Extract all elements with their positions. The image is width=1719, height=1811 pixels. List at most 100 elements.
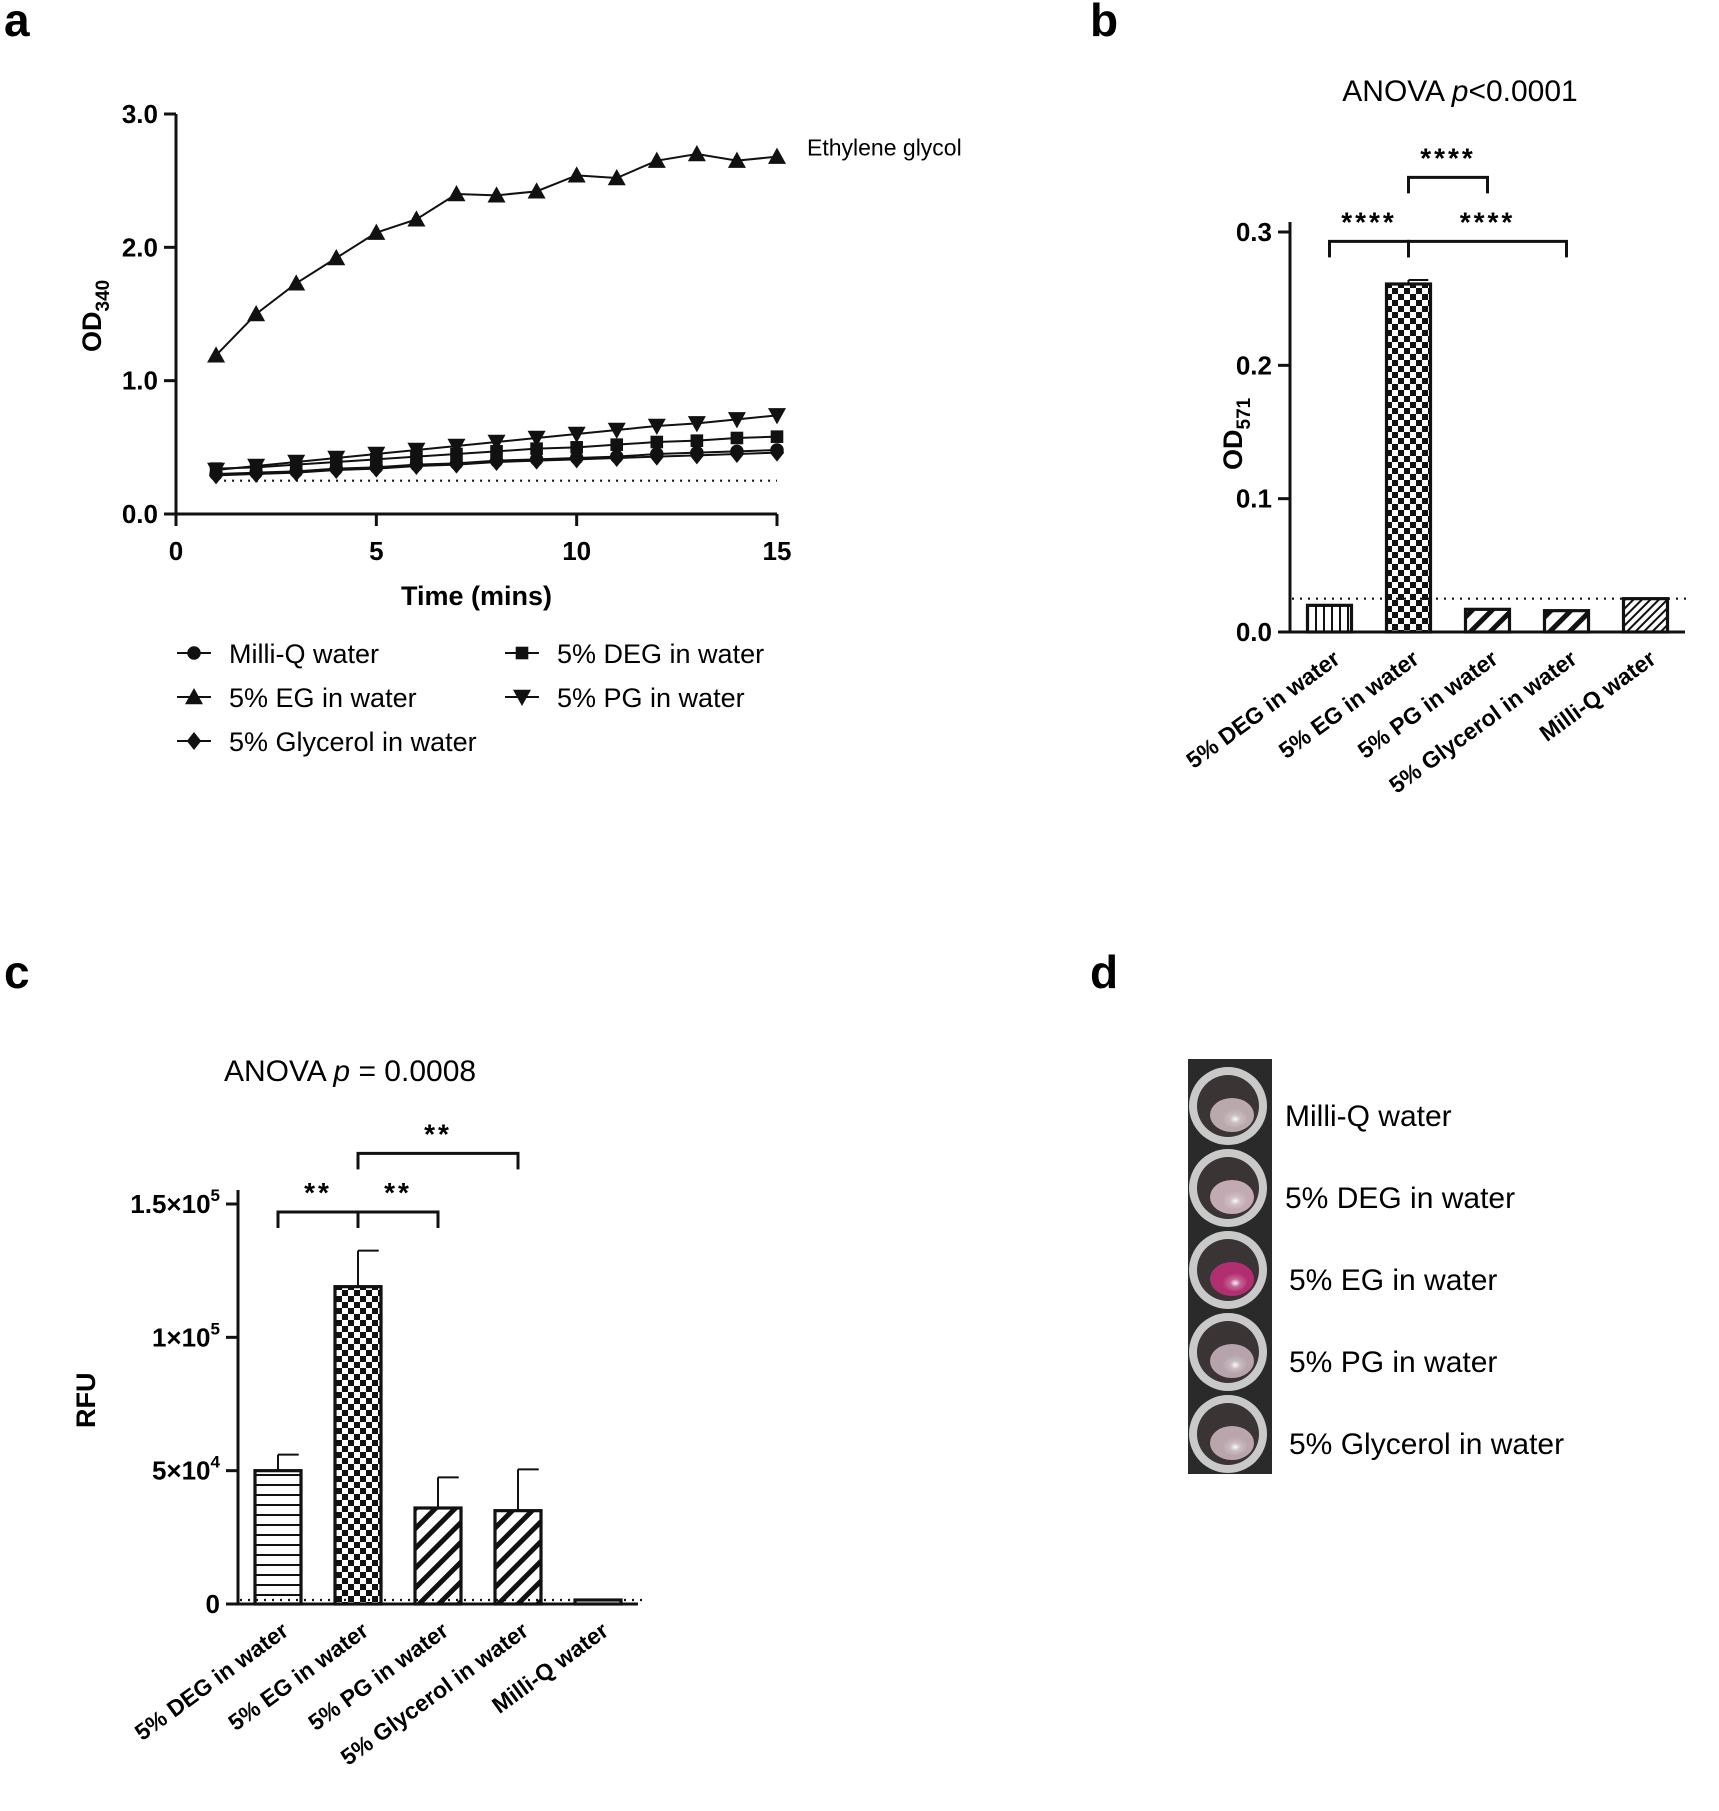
ethylene-glycol-annotation: Ethylene glycol: [807, 135, 962, 161]
well: [1189, 1231, 1267, 1309]
panel-letter-d: d: [1090, 946, 1118, 998]
legend-label: Milli-Q water: [229, 639, 379, 669]
bracket-line: [1328, 239, 1410, 258]
significance-stars: **: [304, 1177, 332, 1208]
bar-group: [333, 1249, 383, 1606]
y-axis-title: OD571: [1218, 397, 1255, 470]
panel-letter-a: a: [4, 0, 30, 46]
data-point-triangle-up: [607, 169, 626, 186]
data-point-square: [490, 445, 503, 458]
y-tick-label: 0.0: [122, 499, 158, 529]
data-point-diamond: [449, 455, 464, 474]
data-point-diamond: [369, 459, 384, 478]
data-point-square: [730, 431, 744, 445]
series-line: [215, 152, 778, 357]
data-point-triangle-down: [687, 416, 706, 433]
series-5-eg-in-water: [207, 145, 786, 363]
bar-group: [1621, 597, 1670, 634]
y-tick-label: 2.0: [122, 232, 158, 262]
well: [1189, 1395, 1267, 1473]
significance-bracket: ****: [1407, 206, 1568, 258]
bar-group: [1542, 609, 1591, 634]
bar-group: [413, 1476, 463, 1606]
x-tick-label: 10: [562, 536, 591, 566]
data-point-triangle-down: [367, 446, 386, 463]
legend-entry: Milli-Q water: [177, 639, 379, 669]
significance-stars: ****: [1460, 206, 1516, 237]
data-point-circle: [187, 646, 201, 660]
well-label: 5% PG in water: [1289, 1346, 1497, 1379]
data-point-diamond: [689, 446, 705, 465]
y-tick-label: 0.0: [1236, 617, 1272, 647]
well-reflection: [1221, 1435, 1247, 1455]
x-tick-label: 15: [763, 536, 792, 566]
data-point-diamond: [208, 466, 224, 485]
legend-label: 5% EG in water: [229, 683, 417, 713]
series-5-pg-in-water: [207, 408, 786, 479]
well-label: 5% Glycerol in water: [1289, 1428, 1564, 1461]
data-point-triangle-up: [407, 210, 426, 227]
well: [1189, 1067, 1267, 1145]
anova-title: ANOVA p = 0.0008: [224, 1055, 476, 1088]
data-point-triangle-up: [727, 151, 746, 168]
y-tick-label: 5×104: [152, 1453, 221, 1486]
legend-label: 5% PG in water: [557, 683, 745, 713]
data-point-diamond: [769, 443, 785, 462]
bar-group: [1384, 279, 1433, 634]
bar-chart-rfu: 0 5×104 1×105 1.5×105 ANOVA p = 0.0008 RFU 5% …: [71, 1055, 642, 1770]
data-point-triangle-up: [687, 145, 706, 162]
data-point-square: [770, 430, 784, 443]
well: [1189, 1149, 1267, 1227]
data-point-triangle-down: [327, 450, 346, 467]
bar: [1542, 609, 1591, 634]
y-axis-title: OD340: [77, 280, 114, 352]
data-point-triangle-down: [407, 442, 426, 459]
legend-entry: 5% EG in water: [177, 683, 417, 713]
x-tick-label: 5: [369, 536, 383, 566]
significance-bracket: ****: [1328, 206, 1410, 258]
bar: [333, 1285, 383, 1606]
bar-group: [493, 1468, 543, 1606]
data-point-triangle-down: [287, 454, 306, 471]
y-axis-title: RFU: [71, 1373, 101, 1429]
significance-stars: **: [424, 1118, 452, 1149]
data-point-triangle-up: [247, 305, 266, 322]
bar: [1621, 597, 1670, 634]
data-point-diamond: [489, 453, 504, 471]
data-point-square: [530, 442, 543, 455]
data-point-triangle-up: [207, 346, 226, 363]
data-point-diamond: [289, 463, 304, 482]
data-point-square: [610, 438, 624, 451]
data-point-diamond: [248, 465, 264, 483]
x-category-label: 5% EG in water: [223, 1617, 373, 1736]
bracket-line: [1407, 239, 1568, 258]
y-tick-label: 1.5×105: [130, 1186, 220, 1219]
data-point-triangle-up: [287, 274, 306, 291]
data-point-square: [570, 441, 583, 454]
data-point-triangle-up: [527, 182, 546, 199]
y-tick-label: 1.0: [122, 366, 158, 396]
x-tick-label: 0: [169, 536, 183, 566]
data-point-triangle-up: [327, 249, 346, 266]
data-point-triangle-down: [567, 426, 586, 443]
y-tick-label: 0.3: [1236, 217, 1272, 247]
bar-group: [1463, 607, 1512, 634]
x-axis-title: Time (mins): [401, 581, 552, 611]
data-point-square: [650, 435, 664, 449]
legend-label: 5% DEG in water: [557, 639, 764, 669]
legend-label: 5% Glycerol in water: [229, 727, 477, 757]
legend-entry: 5% Glycerol in water: [177, 727, 477, 757]
well-reflection: [1221, 1189, 1247, 1209]
data-point-diamond: [649, 447, 664, 466]
bar: [493, 1509, 543, 1606]
well-label: Milli-Q water: [1285, 1100, 1452, 1133]
data-point-triangle-down: [487, 434, 506, 451]
series-5-glycerol-in-water: [208, 443, 785, 485]
bar: [1305, 603, 1354, 634]
bar: [253, 1469, 303, 1606]
panel-letter-b: b: [1090, 0, 1118, 46]
bar: [1384, 282, 1433, 634]
well-photo-panel: Milli-Q water 5% DEG in water 5% EG in wat…: [1188, 1059, 1564, 1474]
data-point-triangle-up: [647, 151, 666, 168]
